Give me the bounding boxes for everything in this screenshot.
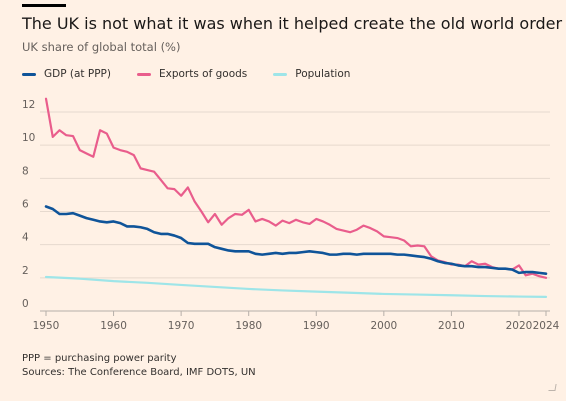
x-tick-label: 2010 (438, 320, 465, 332)
y-tick-label: 6 (22, 199, 29, 211)
legend: GDP (at PPP) Exports of goods Population (22, 66, 376, 82)
series-line-exports (44, 97, 548, 279)
legend-swatch-population (273, 72, 288, 76)
brand-rule (22, 4, 66, 7)
legend-item-gdp: GDP (at PPP) (22, 68, 111, 80)
x-tick-label: 2024 (533, 320, 560, 332)
y-tick-label: 12 (22, 99, 35, 111)
legend-label-exports: Exports of goods (158, 68, 248, 80)
legend-swatch-exports (136, 72, 151, 76)
legend-swatch-gdp (22, 72, 36, 76)
y-tick-label: 2 (22, 265, 29, 277)
x-tick-label: 1960 (100, 320, 127, 332)
resize-corner-icon (548, 384, 557, 391)
y-tick-label: 0 (22, 298, 29, 310)
x-tick-label: 1970 (168, 320, 195, 332)
x-tick-label: 2000 (370, 320, 397, 332)
footnote: PPP = purchasing power parity (22, 353, 177, 364)
y-tick-label: 10 (22, 132, 35, 144)
y-tick-label: 8 (22, 165, 29, 177)
series-line-population (44, 275, 548, 298)
series-line-gdp (44, 205, 548, 275)
chart-subtitle: UK share of global total (%) (22, 40, 181, 54)
x-tick-label: 1990 (303, 320, 330, 332)
source-note: Sources: The Conference Board, IMF DOTS,… (22, 367, 256, 378)
legend-item-exports: Exports of goods (136, 68, 248, 80)
y-tick-label: 4 (22, 232, 29, 244)
x-tick-label: 1950 (33, 320, 60, 332)
legend-label-population: Population (295, 68, 351, 80)
x-tick-label: 2020 (506, 320, 533, 332)
legend-label-gdp: GDP (at PPP) (44, 68, 111, 80)
line-chart: 0 2 4 6 8 10 12 1950 1960 1970 1980 1990 2000 2010 202… (22, 97, 560, 332)
chart-title: The UK is not what it was when it helped… (22, 14, 563, 33)
legend-item-population: Population (273, 68, 350, 80)
x-tick-label: 1980 (235, 320, 262, 332)
